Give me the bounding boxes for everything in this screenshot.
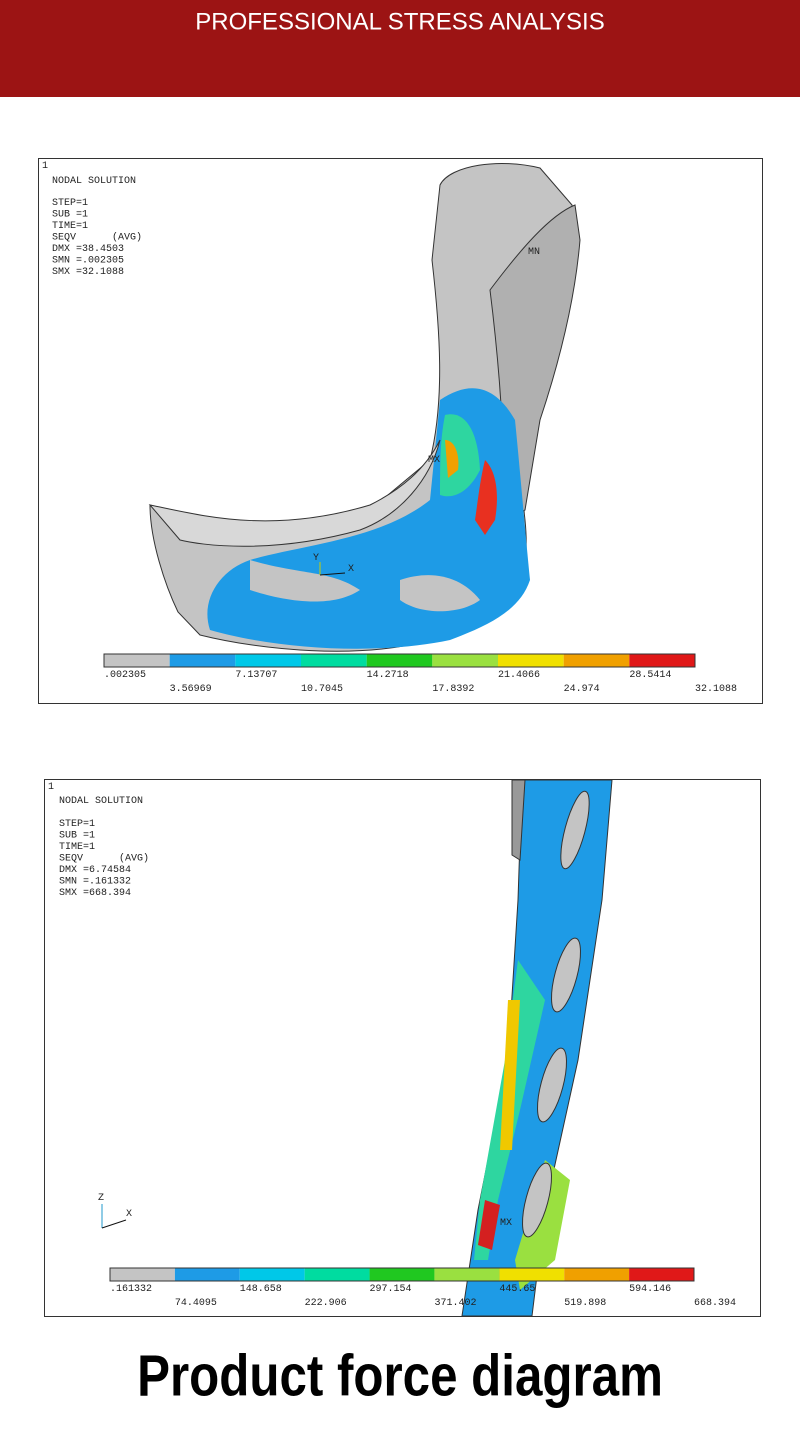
max-marker: MX bbox=[428, 455, 440, 466]
legend-label: 7.13707 bbox=[235, 670, 277, 681]
legend-label: 3.56969 bbox=[170, 684, 212, 695]
legend-label: 74.4095 bbox=[175, 1298, 217, 1309]
panel-drawing: MN MX Y X bbox=[148, 163, 581, 652]
min-marker: MN bbox=[528, 247, 540, 258]
legend-label: 28.5414 bbox=[629, 670, 671, 681]
heading: NODAL SOLUTION bbox=[59, 796, 143, 807]
legend-swatch bbox=[239, 1268, 305, 1281]
legend-swatch bbox=[499, 1268, 565, 1281]
info-line: DMX =6.74584 bbox=[59, 865, 131, 876]
legend-label: 148.658 bbox=[240, 1284, 282, 1295]
footer-title: Product force diagram bbox=[137, 1344, 663, 1409]
legend-swatch bbox=[235, 654, 301, 667]
legend-frame bbox=[103, 653, 696, 668]
legend-label: 297.154 bbox=[370, 1284, 412, 1295]
strap-edge bbox=[511, 780, 526, 861]
info-line: SEQV (AVG) bbox=[59, 853, 149, 865]
axis-label: Y bbox=[313, 553, 319, 564]
legend-label: 24.974 bbox=[564, 684, 600, 695]
legend-label: 17.8392 bbox=[432, 684, 474, 695]
stress-region bbox=[478, 1200, 500, 1250]
legend-label: 668.394 bbox=[694, 1298, 736, 1309]
legend-label: 594.146 bbox=[629, 1284, 671, 1295]
header-band bbox=[0, 0, 800, 97]
legend-label: 371.402 bbox=[434, 1298, 476, 1309]
legend-swatch bbox=[169, 654, 236, 667]
hole bbox=[551, 937, 581, 1013]
legend-swatch bbox=[174, 1268, 240, 1281]
legend-swatch bbox=[104, 654, 170, 667]
panel-frame bbox=[44, 779, 761, 1317]
legend-swatch bbox=[564, 1268, 630, 1281]
info-line: STEP=1 bbox=[52, 198, 88, 209]
axis-x bbox=[319, 572, 346, 576]
stress-region bbox=[400, 575, 480, 612]
legend-swatch bbox=[304, 1268, 370, 1281]
legend-label: 14.2718 bbox=[367, 670, 409, 681]
stress-region bbox=[515, 1160, 570, 1290]
legend-swatch bbox=[110, 1268, 175, 1281]
stress-region bbox=[500, 1000, 520, 1150]
corner-label: 1 bbox=[48, 782, 54, 793]
legend-swatch bbox=[498, 654, 564, 667]
legend-swatch bbox=[301, 654, 367, 667]
legend-swatch bbox=[629, 1268, 694, 1281]
stress-region bbox=[250, 560, 360, 602]
legend-swatch bbox=[366, 654, 433, 667]
info-line: SEQV (AVG) bbox=[52, 232, 142, 244]
legend-label: 10.7045 bbox=[301, 684, 343, 695]
legend-swatch bbox=[434, 1268, 500, 1281]
legend-label: 21.4066 bbox=[498, 670, 540, 681]
legend-label: 222.906 bbox=[305, 1298, 347, 1309]
panel-drawing: MX Z X bbox=[98, 780, 613, 1316]
hole bbox=[537, 1047, 567, 1123]
legend-label: 32.1088 bbox=[695, 684, 737, 695]
legend-label: .161332 bbox=[110, 1284, 152, 1295]
header-title: PROFESSIONAL STRESS ANALYSIS bbox=[195, 8, 604, 35]
hole bbox=[522, 1162, 552, 1238]
info-line: SMX =668.394 bbox=[59, 888, 131, 899]
info-line: SMN =.002305 bbox=[52, 256, 124, 267]
info-line: TIME=1 bbox=[52, 221, 88, 232]
corner-label: 1 bbox=[42, 161, 48, 172]
info-line: DMX =38.4503 bbox=[52, 244, 124, 255]
info-line: SMN =.161332 bbox=[59, 877, 131, 888]
legend-label: 519.898 bbox=[564, 1298, 606, 1309]
legend-label: .002305 bbox=[104, 670, 146, 681]
stress-region bbox=[475, 460, 497, 535]
hole bbox=[560, 790, 590, 870]
info-line: SUB =1 bbox=[52, 210, 88, 221]
legend-swatch bbox=[369, 1268, 435, 1281]
axis-label: X bbox=[348, 564, 354, 575]
info-line: SMX =32.1088 bbox=[52, 267, 124, 278]
legend-frame bbox=[109, 1267, 695, 1282]
heading: NODAL SOLUTION bbox=[52, 176, 136, 187]
legend-label: 445.65 bbox=[499, 1284, 535, 1295]
axis-label: Z bbox=[98, 1193, 104, 1204]
stress-region bbox=[445, 440, 459, 478]
legend-swatch bbox=[563, 654, 630, 667]
axis-x bbox=[101, 1219, 127, 1229]
legend-swatch bbox=[432, 654, 498, 667]
info-line: STEP=1 bbox=[59, 819, 95, 830]
info-line: SUB =1 bbox=[59, 831, 95, 842]
legend-swatch bbox=[629, 654, 695, 667]
max-marker: MX bbox=[500, 1218, 512, 1229]
info-line: TIME=1 bbox=[59, 842, 95, 853]
foot-plate bbox=[148, 439, 441, 547]
axis-label: X bbox=[126, 1209, 132, 1220]
